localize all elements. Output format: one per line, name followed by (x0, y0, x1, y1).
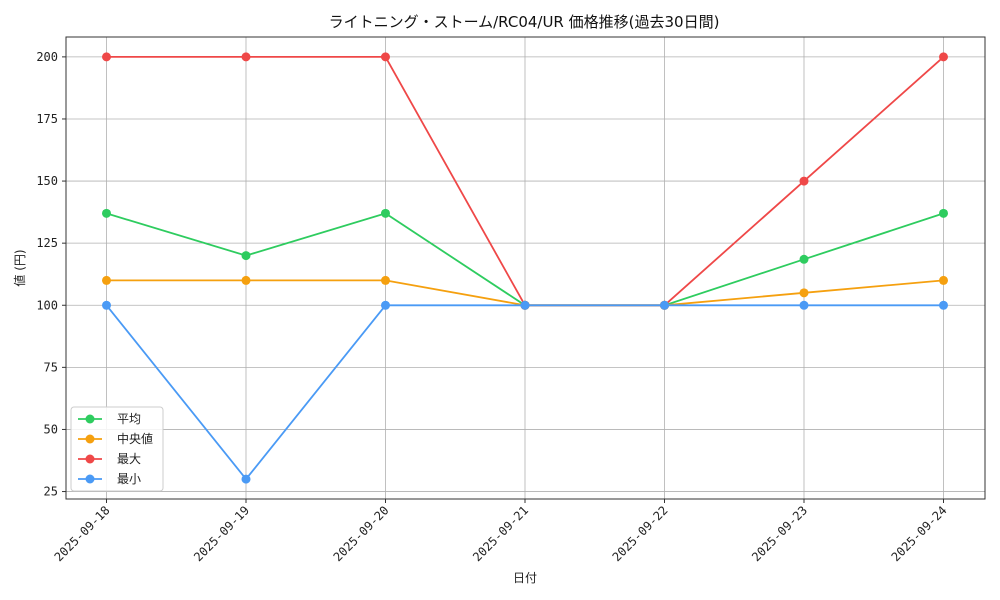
data-point (799, 300, 809, 310)
y-axis-label: 値 (円) (12, 249, 27, 286)
x-tick-label: 2025-09-20 (331, 503, 392, 564)
data-point (381, 275, 390, 285)
data-point (381, 52, 390, 62)
data-point (241, 52, 251, 62)
legend-label: 平均 (117, 412, 141, 426)
y-axis-ticks: 25 50 75 100 125 150 175 200 (36, 50, 66, 499)
data-point (799, 288, 809, 298)
data-point (939, 300, 948, 310)
y-tick-label: 75 (44, 360, 58, 374)
data-point (799, 176, 809, 186)
data-point (381, 208, 390, 218)
data-point (102, 275, 111, 285)
y-tick-label: 25 (44, 485, 58, 499)
data-point (939, 52, 948, 62)
data-point (241, 251, 251, 261)
data-point (102, 52, 111, 62)
legend-swatch-marker (85, 454, 95, 464)
y-tick-label: 175 (36, 112, 58, 126)
data-point (520, 300, 530, 310)
legend-label: 最大 (117, 452, 141, 466)
y-tick-label: 100 (36, 298, 58, 312)
grid (66, 37, 985, 499)
legend-swatch-marker (85, 414, 95, 424)
x-axis-label: 日付 (513, 571, 537, 585)
data-point (241, 275, 251, 285)
y-tick-label: 200 (36, 50, 58, 64)
legend-label: 最小 (117, 472, 141, 486)
x-tick-label: 2025-09-23 (749, 503, 810, 564)
x-tick-label: 2025-09-19 (191, 503, 252, 564)
x-axis-ticks: 2025-09-18 2025-09-19 2025-09-20 2025-09-21… (52, 499, 950, 564)
x-tick-label: 2025-09-24 (889, 503, 950, 564)
data-point (381, 300, 390, 310)
data-point (939, 275, 948, 285)
y-tick-label: 50 (44, 422, 58, 436)
x-tick-label: 2025-09-18 (52, 503, 113, 564)
data-point (102, 208, 111, 218)
y-tick-label: 150 (36, 174, 58, 188)
data-point (660, 300, 669, 310)
y-tick-label: 125 (36, 236, 58, 250)
data-point (939, 208, 948, 218)
data-point (799, 254, 809, 264)
data-point (102, 300, 111, 310)
chart-title: ライトニング・ストーム/RC04/UR 価格推移(過去30日間) (329, 13, 720, 31)
x-tick-label: 2025-09-21 (470, 503, 531, 564)
legend-swatch-marker (85, 474, 95, 484)
legend-box (70, 406, 164, 492)
series-group (102, 52, 948, 484)
legend-label: 中央値 (117, 431, 153, 446)
x-tick-label: 2025-09-22 (610, 503, 671, 564)
data-point (241, 474, 251, 484)
legend-swatch-marker (85, 434, 95, 444)
